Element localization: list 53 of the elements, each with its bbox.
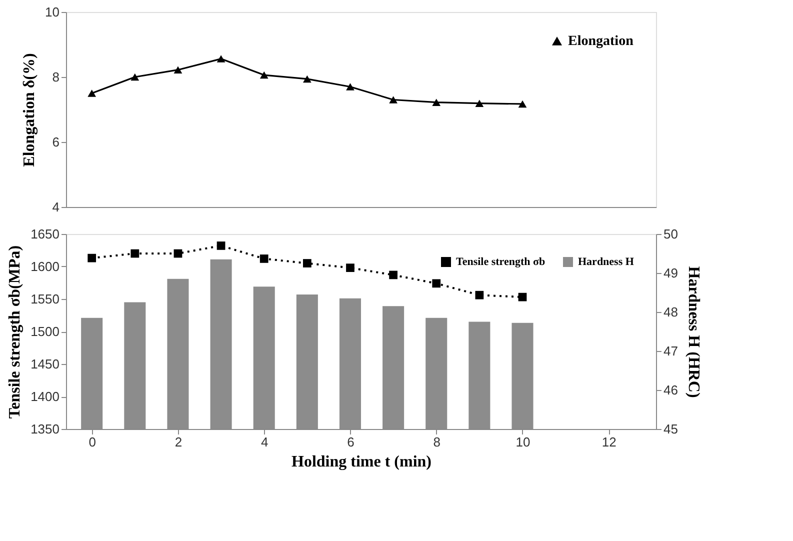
y-axis-title: Elongation δ(%) [21, 53, 38, 167]
point [432, 98, 441, 106]
point [346, 83, 354, 90]
y-tick-label: 1350 [30, 422, 60, 436]
point [302, 259, 312, 268]
point [88, 90, 96, 97]
y-tick-label: 1650 [30, 226, 60, 242]
y-tick-label: 10 [45, 4, 60, 20]
point [475, 290, 484, 300]
point [130, 249, 140, 258]
x-tick-label: 10 [516, 434, 530, 450]
y-tick-label: 1450 [30, 356, 60, 372]
point [174, 249, 182, 258]
y2-tick-label: 46 [664, 382, 678, 398]
x-tick-label: 0 [88, 434, 96, 450]
point [518, 100, 527, 108]
point [346, 264, 354, 272]
y-tick-label: 1600 [30, 259, 60, 274]
y-tick-label: 6 [52, 134, 60, 150]
point [432, 279, 441, 288]
legend-label: Elongation [568, 34, 634, 49]
point [130, 73, 140, 81]
point [216, 242, 226, 250]
point [302, 75, 312, 83]
y2-axis-title: Hardness H (HRC) [684, 266, 702, 398]
point [88, 254, 96, 262]
x-tick-label: 4 [260, 434, 268, 450]
y-tick-label: 1550 [30, 292, 60, 306]
y-tick-label: 8 [52, 70, 60, 84]
y2-tick-label: 48 [664, 304, 678, 320]
point [216, 55, 226, 62]
point [475, 100, 484, 107]
y2-tick-label: 45 [664, 422, 678, 436]
x-tick-label: 8 [433, 434, 440, 450]
y2-tick-label: 49 [664, 266, 678, 280]
legend-label: Tensile strength σb [456, 256, 546, 268]
point [389, 270, 398, 280]
y2-tick-label: 47 [664, 344, 678, 358]
x-tick-label: 6 [347, 434, 354, 450]
legend-label: Hardness H [578, 256, 634, 268]
x-tick-label: 12 [602, 434, 616, 450]
x-tick-label: 2 [174, 434, 182, 450]
point [174, 66, 182, 74]
point [389, 96, 398, 104]
point [518, 292, 527, 302]
point [260, 71, 268, 79]
y2-tick-label: 50 [664, 226, 678, 242]
x-axis-title: Holding time t (min) [292, 454, 432, 470]
point [260, 254, 268, 263]
y-tick-label: 1400 [30, 389, 60, 404]
y-axis-title: Tensile strength σb(MPa) [6, 245, 24, 419]
y-tick-label: 1500 [30, 324, 60, 339]
y-tick-label: 4 [52, 200, 60, 214]
